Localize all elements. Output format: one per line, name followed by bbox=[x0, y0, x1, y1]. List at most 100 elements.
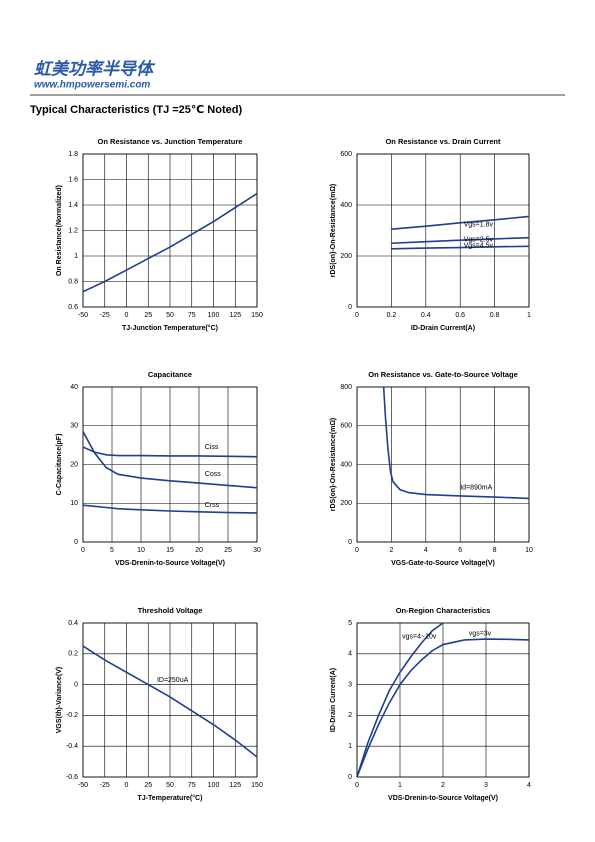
x-axis-label: VDS-Drenin-to-Source Voltage(V) bbox=[115, 560, 225, 567]
series-label: Ciss bbox=[205, 444, 219, 451]
x-tick-label: 4 bbox=[527, 782, 531, 789]
x-tick-label: 1 bbox=[527, 312, 531, 319]
data-line bbox=[391, 215, 530, 231]
y-tick-label: 2 bbox=[348, 712, 352, 719]
x-tick-label: 75 bbox=[188, 782, 196, 789]
x-tick-label: 8 bbox=[493, 547, 497, 554]
annotation: Id=890mA bbox=[460, 485, 492, 492]
data-line bbox=[82, 504, 258, 514]
y-tick-label: 3 bbox=[348, 681, 352, 688]
y-tick-label: 0.2 bbox=[68, 651, 78, 658]
y-tick-label: 0.4 bbox=[68, 620, 78, 627]
y-tick-label: 1 bbox=[348, 743, 352, 750]
y-tick-label: -0.2 bbox=[66, 712, 78, 719]
data-line bbox=[82, 446, 258, 458]
y-tick-label: 0 bbox=[348, 539, 352, 546]
plot-frame bbox=[356, 153, 530, 308]
x-tick-label: 4 bbox=[424, 547, 428, 554]
x-tick-label: 0 bbox=[125, 312, 129, 319]
y-tick-label: 4 bbox=[348, 651, 352, 658]
x-tick-label: 75 bbox=[188, 312, 196, 319]
data-line bbox=[82, 431, 258, 489]
x-tick-label: 0.6 bbox=[455, 312, 465, 319]
x-tick-label: -50 bbox=[78, 312, 88, 319]
data-line bbox=[391, 236, 530, 245]
x-tick-label: -25 bbox=[100, 312, 110, 319]
y-tick-label: 0 bbox=[74, 681, 78, 688]
y-tick-label: -0.6 bbox=[66, 774, 78, 781]
brand-url: www.hmpowersemi.com bbox=[34, 80, 150, 91]
y-tick-label: 600 bbox=[340, 151, 352, 158]
x-tick-label: 10 bbox=[525, 547, 533, 554]
y-axis-label: C-Capacitance(pF) bbox=[56, 434, 63, 496]
y-tick-label: 0 bbox=[348, 774, 352, 781]
x-tick-label: 0 bbox=[355, 312, 359, 319]
x-tick-label: 1 bbox=[398, 782, 402, 789]
chart-title: On Resistance vs. Drain Current bbox=[385, 137, 501, 146]
y-tick-label: 20 bbox=[70, 461, 78, 468]
plot-frame bbox=[82, 622, 258, 778]
plot-frame bbox=[356, 386, 530, 543]
x-tick-label: 100 bbox=[208, 312, 220, 319]
data-line bbox=[391, 245, 530, 250]
x-tick-label: 3 bbox=[484, 782, 488, 789]
y-tick-label: 0.6 bbox=[68, 304, 78, 311]
section-title: Typical Characteristics (TJ =25℃ Noted) bbox=[30, 104, 242, 116]
x-tick-label: 150 bbox=[251, 312, 263, 319]
y-tick-label: 400 bbox=[340, 461, 352, 468]
y-tick-label: 1.6 bbox=[68, 176, 78, 183]
y-tick-label: 0.8 bbox=[68, 278, 78, 285]
series-label: vgs=4~10v bbox=[402, 634, 437, 641]
series-label: Crss bbox=[205, 502, 220, 509]
series-label: Coss bbox=[205, 471, 221, 478]
y-axis-label: rDS(on)-On-Resistance(mΩ) bbox=[330, 418, 337, 512]
chart-title: Threshold Voltage bbox=[138, 606, 203, 615]
x-tick-label: 0.8 bbox=[490, 312, 500, 319]
plot-frame bbox=[82, 153, 258, 308]
y-tick-label: -0.4 bbox=[66, 743, 78, 750]
y-tick-label: 600 bbox=[340, 423, 352, 430]
x-tick-label: 30 bbox=[253, 547, 261, 554]
series-label: Vgs=1.8v bbox=[464, 222, 494, 229]
x-tick-label: 0.2 bbox=[387, 312, 397, 319]
series-label: Vgs=4.5v bbox=[464, 243, 494, 250]
series-label: vgs=3v bbox=[469, 631, 492, 638]
x-tick-label: 10 bbox=[137, 547, 145, 554]
y-tick-label: 10 bbox=[70, 500, 78, 507]
annotation: ID=250uA bbox=[157, 677, 189, 684]
x-axis-label: VDS-Drenin-to-Source Voltage(V) bbox=[388, 795, 498, 802]
x-tick-label: 25 bbox=[144, 312, 152, 319]
x-tick-label: 6 bbox=[458, 547, 462, 554]
y-tick-label: 1.4 bbox=[68, 202, 78, 209]
y-axis-label: rDS(on)-On-Resistance(mΩ) bbox=[330, 184, 337, 278]
x-tick-label: 20 bbox=[195, 547, 203, 554]
data-line bbox=[82, 192, 258, 293]
y-tick-label: 30 bbox=[70, 423, 78, 430]
y-axis-label: ID-Drain Current(A) bbox=[330, 668, 337, 732]
y-axis-label: VGS(th)-Variance(V) bbox=[56, 667, 63, 734]
y-tick-label: 800 bbox=[340, 384, 352, 391]
x-tick-label: 50 bbox=[166, 312, 174, 319]
data-line bbox=[382, 386, 530, 500]
x-tick-label: 50 bbox=[166, 782, 174, 789]
x-tick-label: 125 bbox=[229, 312, 241, 319]
y-tick-label: 1.8 bbox=[68, 151, 78, 158]
chart-title: On-Region Characteristics bbox=[396, 606, 491, 615]
data-line bbox=[82, 645, 258, 758]
y-tick-label: 400 bbox=[340, 202, 352, 209]
x-tick-label: -50 bbox=[78, 782, 88, 789]
chart-title: On Resistance vs. Junction Temperature bbox=[98, 137, 243, 146]
x-axis-label: ID-Drain Current(A) bbox=[411, 325, 475, 332]
x-tick-label: 25 bbox=[224, 547, 232, 554]
y-axis-label: On Resistance(Normalized) bbox=[56, 185, 63, 276]
x-tick-label: 2 bbox=[441, 782, 445, 789]
x-tick-label: 0 bbox=[355, 547, 359, 554]
brand-name: 虹美功率半导体 bbox=[34, 59, 156, 78]
data-line bbox=[356, 638, 530, 778]
y-tick-label: 40 bbox=[70, 384, 78, 391]
x-tick-label: 0 bbox=[355, 782, 359, 789]
y-tick-label: 200 bbox=[340, 253, 352, 260]
y-tick-label: 1.2 bbox=[68, 227, 78, 234]
chart-title: Capacitance bbox=[148, 370, 192, 379]
